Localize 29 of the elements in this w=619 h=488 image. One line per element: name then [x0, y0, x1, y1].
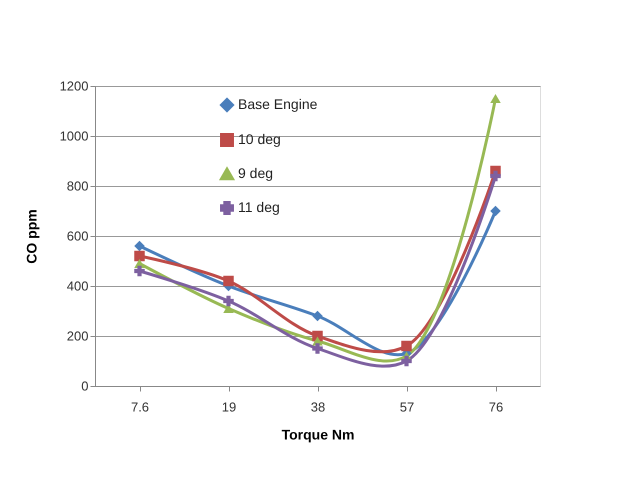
x-tick-label: 7.6: [130, 400, 150, 414]
point: [223, 296, 234, 306]
point: [223, 276, 234, 286]
x-tick-label: 76: [488, 400, 504, 414]
y-tick-label: 800: [66, 178, 88, 194]
point: [312, 310, 323, 322]
point: [134, 266, 145, 276]
y-axis-title: CO ppm: [24, 209, 40, 264]
point: [134, 240, 145, 252]
y-tick-label: 1200: [60, 78, 88, 94]
point: [401, 356, 412, 366]
legend-label: 10 deg: [238, 131, 281, 147]
x-tick-label: 19: [222, 400, 236, 414]
y-tick-label: 600: [66, 228, 88, 244]
point: [401, 340, 412, 352]
point: [490, 94, 501, 104]
point: [490, 170, 501, 182]
x-tick-label: 57: [400, 400, 414, 414]
y-tick-label: 1000: [60, 128, 88, 144]
y-tick-label: 200: [66, 328, 88, 344]
legend-label: 11 deg: [238, 199, 280, 215]
point: [490, 206, 501, 216]
y-tick-label: 400: [66, 278, 88, 294]
point: [312, 343, 323, 354]
x-axis-title: Torque Nm: [282, 426, 354, 442]
y-tick-label: 0: [81, 378, 88, 394]
legend-label: 9 deg: [238, 165, 274, 181]
x-tick-label: 38: [310, 400, 326, 414]
legend-label: Base Engine: [238, 96, 318, 112]
